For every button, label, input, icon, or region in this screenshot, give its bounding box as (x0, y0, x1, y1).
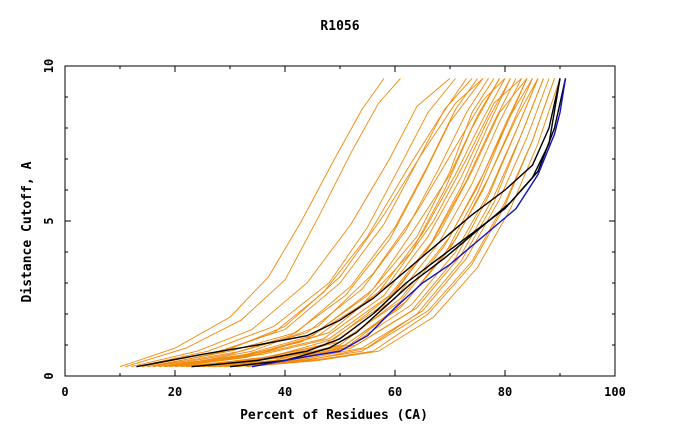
series-line-orange (136, 78, 456, 368)
series-line-orange (169, 78, 511, 368)
series-line-orange (163, 78, 500, 368)
x-tick-label: 80 (498, 385, 512, 399)
axes-layer (64, 65, 616, 377)
series-line-orange (158, 78, 500, 368)
series-line-orange (246, 78, 561, 368)
series-line-orange (196, 78, 533, 368)
series-line-orange (152, 78, 489, 368)
plot-frame (64, 65, 616, 377)
series-line-orange (180, 78, 522, 368)
series-line-orange (141, 78, 473, 368)
x-tick-label: 60 (388, 385, 402, 399)
x-tick-label: 40 (278, 385, 292, 399)
series-line-black (229, 78, 567, 368)
series-line-orange (235, 78, 555, 368)
series-line-orange (125, 78, 401, 368)
series-line-orange (152, 78, 484, 368)
series-layer (119, 78, 567, 368)
y-tick-label: 10 (42, 59, 56, 73)
series-line-orange (202, 78, 528, 368)
series-line-orange (207, 78, 539, 368)
y-axis-label: Distance Cutoff, A (20, 161, 35, 302)
x-tick-label: 0 (61, 385, 68, 399)
ticks-layer: 0 20 40 60 80 100 0 5 10 (42, 59, 626, 399)
series-line-orange (169, 78, 506, 368)
series-line-orange (147, 78, 478, 368)
series-line-orange (224, 78, 544, 368)
series-line-orange (174, 78, 517, 368)
y-tick-label: 5 (42, 217, 56, 224)
series-line-black (136, 78, 561, 368)
series-line-orange (158, 78, 484, 368)
y-tick-label: 0 (42, 372, 56, 379)
series-line-orange (185, 78, 511, 368)
series-line-black (191, 78, 561, 368)
x-tick-label: 100 (604, 385, 626, 399)
series-line-orange (218, 78, 550, 368)
x-axis-label: Percent of Residues (CA) (240, 408, 428, 423)
series-line-orange (191, 78, 528, 368)
chart-title: R1056 (320, 19, 359, 34)
series-line-orange (213, 78, 539, 368)
series-line-orange (180, 78, 522, 368)
series-line-blue (251, 78, 567, 368)
series-line-orange (130, 78, 451, 368)
series-line-orange (119, 78, 385, 368)
x-tick-label: 20 (168, 385, 182, 399)
